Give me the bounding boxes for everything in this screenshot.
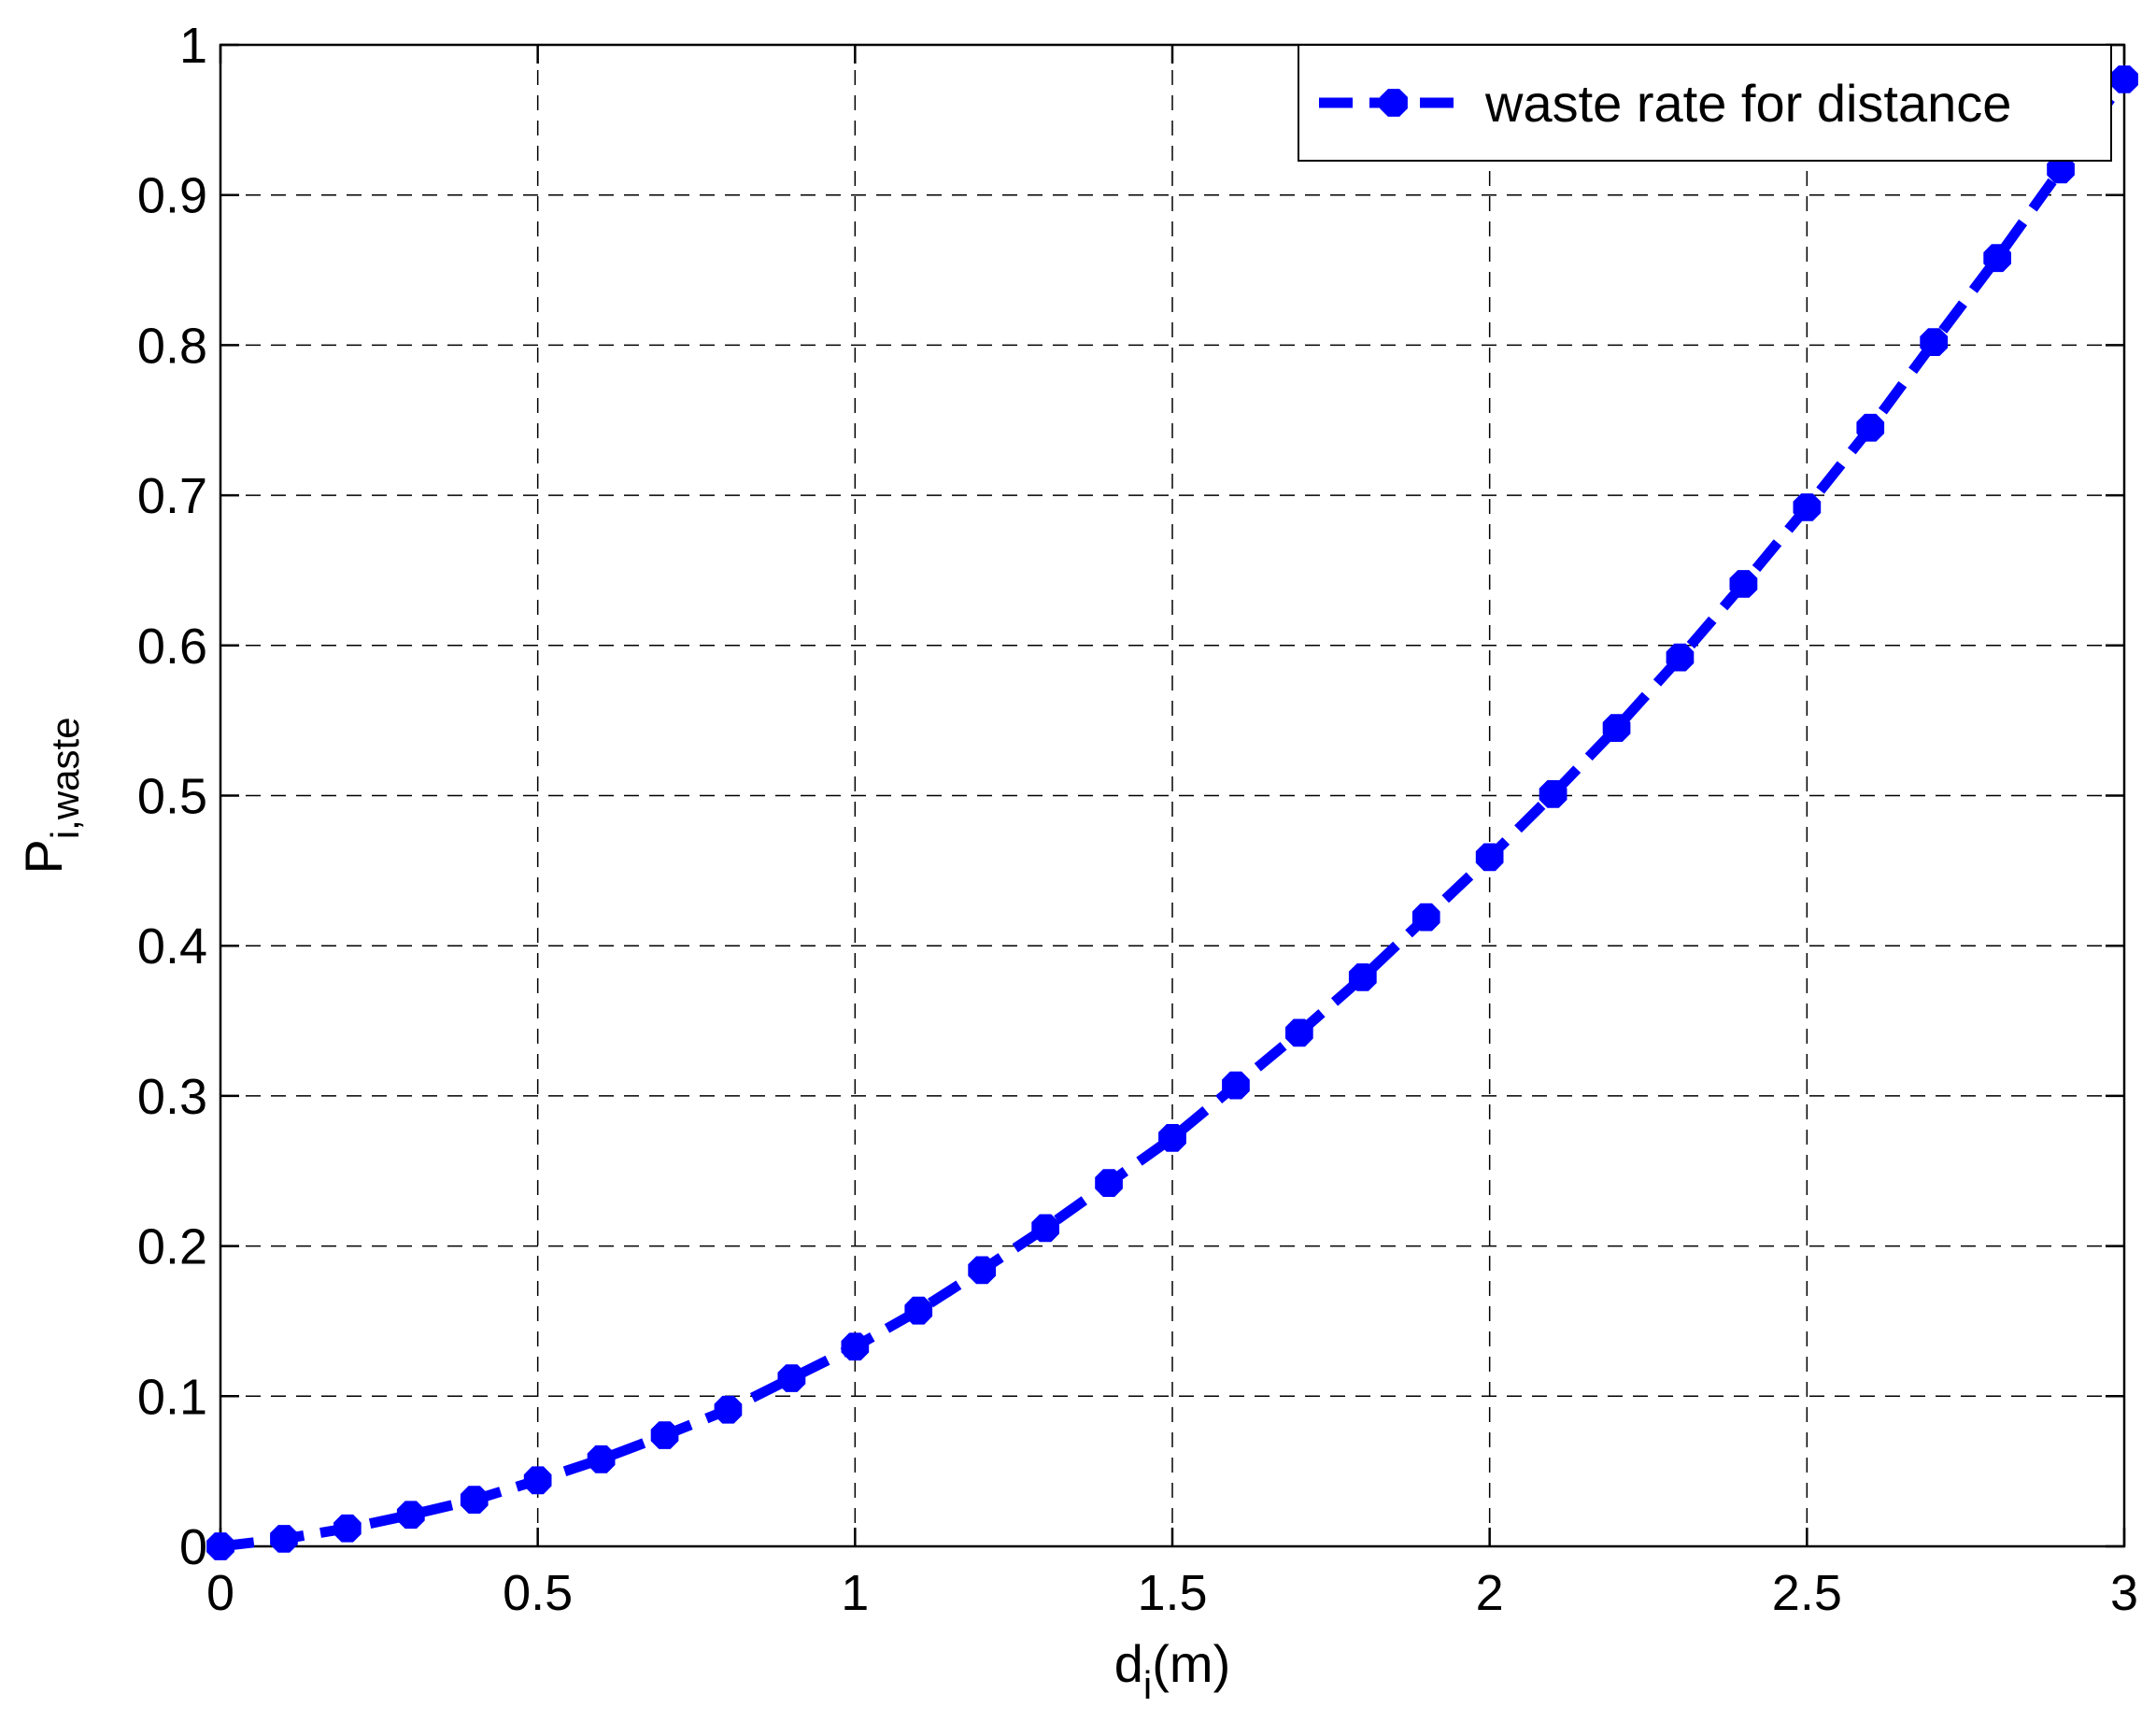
y-tick-label: 0.5: [137, 769, 207, 825]
x-tick-label: 2.5: [1772, 1565, 1842, 1621]
y-tick-label: 0.7: [137, 468, 207, 524]
data-point-marker: [1856, 413, 1885, 442]
x-tick-label: 3: [2110, 1565, 2138, 1621]
series-waste-rate: [206, 65, 2138, 1560]
y-tick-label: 0.3: [137, 1069, 207, 1125]
legend-swatch-marker: [1380, 89, 1408, 117]
x-axis-label-subscript: i: [1143, 1663, 1152, 1707]
x-axis-label: di(m): [1114, 1634, 1230, 1707]
y-tick-label: 0.1: [137, 1369, 207, 1425]
data-point-marker: [714, 1395, 743, 1424]
y-tick-label: 1: [179, 18, 207, 74]
y-tick-label: 0.2: [137, 1219, 207, 1275]
x-tick-label: 0.5: [503, 1565, 573, 1621]
data-point-marker: [1031, 1214, 1059, 1243]
x-axis-label-main: d: [1114, 1634, 1143, 1693]
data-point-marker: [270, 1525, 298, 1553]
data-point-marker: [1095, 1169, 1123, 1197]
x-tick-label: 2: [1476, 1565, 1504, 1621]
data-point-marker: [968, 1256, 997, 1285]
data-point-marker: [1729, 570, 1758, 598]
data-point-marker: [1793, 493, 1822, 521]
x-axis-tick-labels: 0 0.5 1 1.5 2 2.5 3: [206, 1565, 2138, 1621]
data-point-marker: [1158, 1124, 1186, 1152]
data-point-marker: [523, 1466, 552, 1495]
legend-swatch: [1319, 89, 1468, 117]
y-axis-label: Pi,waste: [14, 717, 87, 874]
data-point-marker: [587, 1444, 616, 1473]
data-point-marker: [1411, 903, 1440, 932]
data-point-marker: [1285, 1018, 1313, 1047]
data-point-marker: [1348, 963, 1377, 991]
legend: waste rate for distance: [1298, 44, 2112, 162]
data-point-marker: [904, 1296, 933, 1325]
y-tick-label: 0.6: [137, 619, 207, 675]
data-point-marker: [1222, 1071, 1250, 1100]
x-tick-label: 0: [206, 1565, 234, 1621]
y-axis-label-subscript: i,waste: [43, 717, 87, 839]
data-point-marker: [1602, 714, 1631, 742]
data-point-marker: [2110, 65, 2138, 93]
data-point-marker: [1539, 780, 1567, 808]
data-point-marker: [396, 1501, 425, 1530]
y-tick-label: 0.8: [137, 318, 207, 374]
data-point-marker: [1920, 328, 1949, 356]
x-tick-label: 1: [841, 1565, 869, 1621]
y-tick-label: 0.4: [137, 918, 207, 975]
x-tick-label: 1.5: [1137, 1565, 1207, 1621]
legend-label: waste rate for distance: [1484, 74, 2011, 133]
data-point-marker: [460, 1486, 489, 1514]
grid-lines: [220, 45, 2124, 1546]
data-point-marker: [206, 1532, 234, 1560]
data-point-marker: [841, 1332, 870, 1361]
y-axis-label-main: P: [14, 839, 73, 874]
data-point-marker: [777, 1364, 806, 1392]
data-point-marker: [1475, 843, 1504, 872]
y-tick-label: 0: [179, 1519, 207, 1575]
y-tick-label: 0.9: [137, 168, 207, 224]
data-point-marker: [333, 1514, 362, 1543]
data-point-marker: [650, 1421, 679, 1449]
data-point-marker: [1983, 244, 2011, 273]
x-axis-label-unit: (m): [1152, 1634, 1230, 1693]
data-point-marker: [1666, 643, 1695, 672]
y-axis-tick-labels: 0 0.1 0.2 0.3 0.4 0.5 0.6 0.7 0.8 0.9 1: [137, 18, 207, 1575]
